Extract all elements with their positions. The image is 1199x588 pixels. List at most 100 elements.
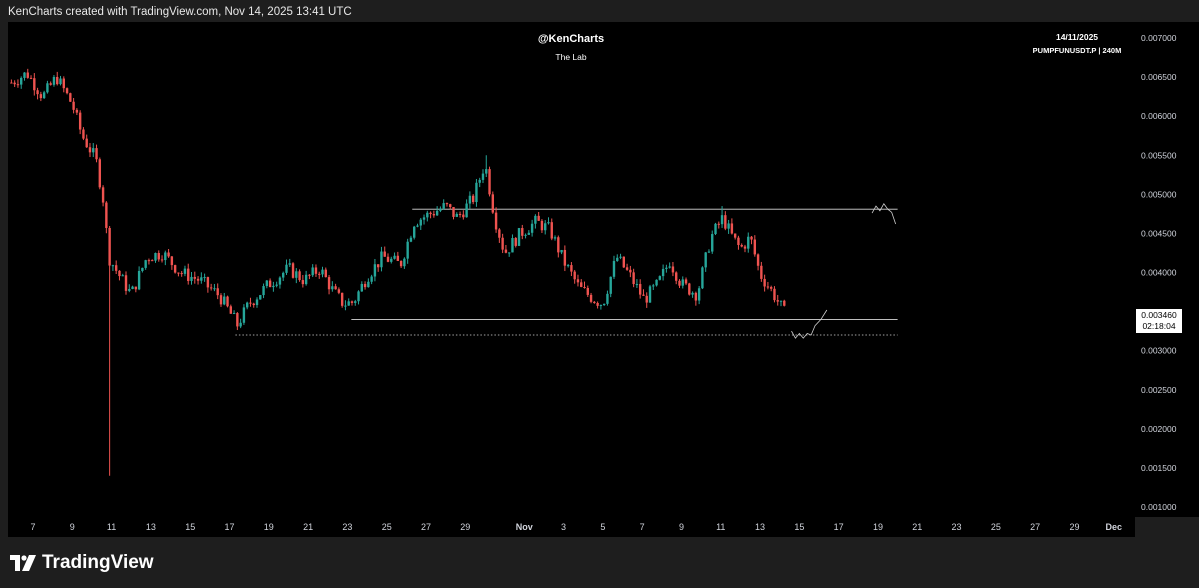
candle-body	[187, 268, 190, 281]
candle-body	[373, 264, 377, 277]
x-tick-label: 11	[107, 522, 116, 532]
candle-body	[62, 78, 65, 89]
candle-body	[694, 292, 698, 301]
candle-body	[177, 272, 180, 274]
candle-body	[33, 78, 36, 91]
y-tick-label: 0.002000	[1141, 424, 1177, 434]
candle-body	[596, 302, 599, 306]
candle-body	[547, 222, 550, 224]
x-tick-label: 27	[421, 522, 431, 532]
candle-body	[72, 101, 75, 110]
candle-body	[521, 228, 524, 236]
candle-body	[419, 219, 422, 226]
candle-body	[252, 303, 255, 306]
candle-body	[170, 256, 174, 266]
candle-body	[101, 187, 105, 203]
candle-body	[13, 82, 16, 85]
candle-body	[665, 267, 668, 269]
candle-body	[242, 307, 246, 323]
x-tick-label: Nov	[516, 522, 533, 532]
candle-body	[426, 212, 429, 218]
candle-body	[763, 278, 766, 287]
candle-body	[494, 212, 498, 230]
candle-body	[750, 236, 753, 240]
candle-body	[259, 295, 262, 300]
candle-body	[314, 267, 318, 274]
candle-body	[219, 295, 223, 305]
x-tick-label: 21	[303, 522, 313, 532]
candle-body	[301, 280, 305, 285]
candle-body	[226, 296, 229, 307]
candle-body	[691, 292, 694, 295]
candle-body	[288, 263, 291, 265]
candle-body	[609, 276, 612, 294]
candle-body	[455, 213, 458, 217]
candle-body	[714, 223, 717, 235]
candle-body	[324, 269, 327, 278]
candle-body	[481, 173, 485, 180]
y-tick-label: 0.004000	[1141, 268, 1177, 278]
last-price-countdown: 02:18:04	[1142, 321, 1176, 331]
candle-body	[213, 288, 216, 290]
candle-body	[707, 251, 711, 253]
tradingview-logo[interactable]: TradingView	[10, 552, 154, 574]
info-symbol: PUMPFUNUSDT.P | 240M	[1032, 46, 1122, 55]
candle-body	[678, 280, 681, 286]
candle-body	[20, 77, 23, 85]
price-axis[interactable]	[1135, 22, 1199, 517]
candle-body	[684, 279, 688, 284]
candle-body	[249, 302, 252, 304]
candle-body	[157, 253, 160, 260]
candle-body	[337, 289, 341, 293]
candle-body	[278, 277, 282, 285]
x-tick-label: 23	[342, 522, 352, 532]
candle-body	[203, 277, 206, 279]
time-axis[interactable]	[8, 517, 1135, 537]
candle-body	[583, 286, 586, 288]
candle-body	[154, 253, 157, 261]
chart-header: KenCharts created with TradingView.com, …	[8, 6, 352, 18]
candle-body	[160, 259, 164, 261]
candle-body	[773, 288, 776, 301]
candle-body	[78, 112, 82, 130]
candle-body	[465, 203, 468, 218]
candle-body	[344, 305, 347, 307]
candle-body	[236, 313, 239, 327]
candle-body	[498, 229, 501, 238]
candle-body	[760, 265, 763, 279]
candle-body	[245, 302, 249, 308]
candle-body	[478, 179, 481, 183]
candle-body	[95, 148, 98, 160]
y-tick-label: 0.005000	[1141, 189, 1177, 199]
candle-body	[766, 286, 770, 288]
candle-body	[413, 226, 416, 238]
candle-body	[701, 267, 704, 289]
candle-body	[711, 234, 714, 252]
candle-body	[779, 300, 783, 302]
candle-body	[223, 296, 226, 305]
candle-body	[75, 109, 79, 113]
candle-body	[321, 269, 324, 275]
x-tick-label: 27	[1030, 522, 1040, 532]
candle-body	[442, 203, 445, 209]
candle-body	[468, 195, 472, 204]
candle-body	[111, 265, 115, 267]
y-tick-label: 0.006000	[1141, 111, 1177, 121]
candle-body	[409, 237, 413, 242]
candle-body	[560, 249, 563, 253]
y-tick-label: 0.001500	[1141, 463, 1177, 473]
candle-body	[124, 275, 128, 291]
x-tick-label: 25	[382, 522, 392, 532]
candle-body	[501, 237, 504, 250]
x-tick-label: 9	[70, 522, 75, 532]
candle-body	[151, 260, 154, 262]
candle-body	[285, 264, 288, 273]
x-tick-label: 13	[755, 522, 765, 532]
candle-body	[432, 214, 436, 216]
candle-body	[747, 236, 750, 249]
candle-body	[527, 232, 531, 235]
candle-body	[229, 306, 233, 314]
y-tick-label: 0.005500	[1141, 150, 1177, 160]
y-tick-label: 0.002500	[1141, 385, 1177, 395]
